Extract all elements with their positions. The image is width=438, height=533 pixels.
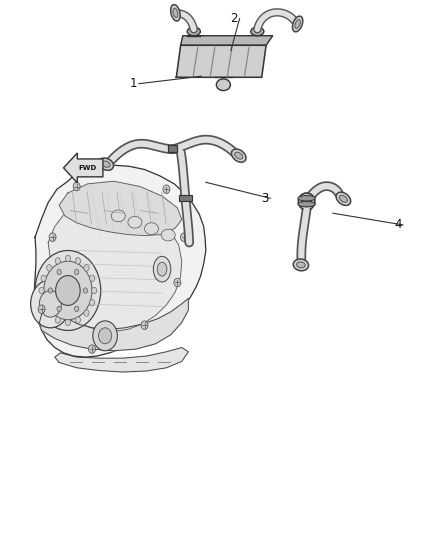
Ellipse shape — [298, 196, 315, 201]
Ellipse shape — [293, 16, 303, 32]
Circle shape — [35, 251, 101, 330]
Circle shape — [39, 287, 44, 294]
Ellipse shape — [293, 259, 309, 271]
Circle shape — [84, 265, 89, 271]
Circle shape — [88, 345, 95, 353]
Circle shape — [57, 269, 61, 274]
Circle shape — [89, 275, 95, 281]
Circle shape — [31, 280, 70, 328]
Circle shape — [141, 321, 148, 329]
Circle shape — [44, 261, 92, 320]
Circle shape — [56, 276, 80, 305]
Text: 1: 1 — [130, 77, 138, 90]
Ellipse shape — [171, 5, 180, 21]
Bar — [168, 145, 177, 152]
Circle shape — [89, 300, 95, 306]
Circle shape — [180, 233, 187, 241]
Ellipse shape — [297, 262, 305, 268]
Ellipse shape — [251, 27, 264, 36]
Circle shape — [163, 185, 170, 193]
Text: 3: 3 — [261, 192, 268, 205]
Circle shape — [92, 287, 97, 294]
Ellipse shape — [145, 223, 159, 235]
Circle shape — [174, 278, 181, 287]
Polygon shape — [34, 165, 206, 357]
Circle shape — [74, 306, 79, 312]
Ellipse shape — [187, 27, 200, 36]
Bar — [179, 195, 192, 201]
Text: 2: 2 — [230, 12, 238, 25]
Text: 4: 4 — [394, 219, 402, 231]
Circle shape — [55, 258, 60, 264]
Circle shape — [84, 310, 89, 316]
Polygon shape — [48, 197, 182, 332]
Ellipse shape — [336, 192, 351, 205]
Ellipse shape — [298, 201, 315, 207]
Ellipse shape — [302, 196, 311, 207]
Ellipse shape — [216, 79, 230, 91]
Ellipse shape — [339, 195, 347, 203]
Ellipse shape — [99, 158, 113, 171]
Ellipse shape — [295, 20, 300, 28]
Circle shape — [47, 265, 52, 271]
Circle shape — [47, 310, 52, 316]
Circle shape — [48, 288, 53, 293]
Circle shape — [57, 306, 61, 312]
Circle shape — [83, 288, 88, 293]
Polygon shape — [59, 181, 182, 236]
Polygon shape — [176, 45, 266, 77]
Circle shape — [73, 182, 80, 191]
Ellipse shape — [111, 210, 125, 222]
Circle shape — [93, 321, 117, 351]
Ellipse shape — [235, 152, 243, 159]
Circle shape — [41, 275, 46, 281]
Circle shape — [75, 317, 81, 323]
Polygon shape — [39, 298, 188, 351]
Circle shape — [74, 269, 79, 274]
Ellipse shape — [173, 8, 178, 18]
Circle shape — [49, 233, 56, 241]
Circle shape — [55, 317, 60, 323]
Ellipse shape — [157, 262, 167, 276]
Polygon shape — [55, 348, 188, 372]
Circle shape — [39, 290, 61, 317]
Ellipse shape — [298, 193, 315, 210]
Circle shape — [38, 305, 45, 313]
Circle shape — [99, 328, 112, 344]
Polygon shape — [180, 36, 272, 45]
Ellipse shape — [161, 229, 175, 241]
Circle shape — [65, 255, 71, 262]
Ellipse shape — [153, 256, 171, 282]
Polygon shape — [64, 153, 103, 183]
Circle shape — [75, 258, 81, 264]
Circle shape — [41, 300, 46, 306]
Ellipse shape — [102, 161, 110, 167]
Ellipse shape — [128, 216, 142, 228]
Ellipse shape — [231, 149, 246, 162]
Text: FWD: FWD — [78, 165, 97, 171]
Circle shape — [65, 319, 71, 326]
